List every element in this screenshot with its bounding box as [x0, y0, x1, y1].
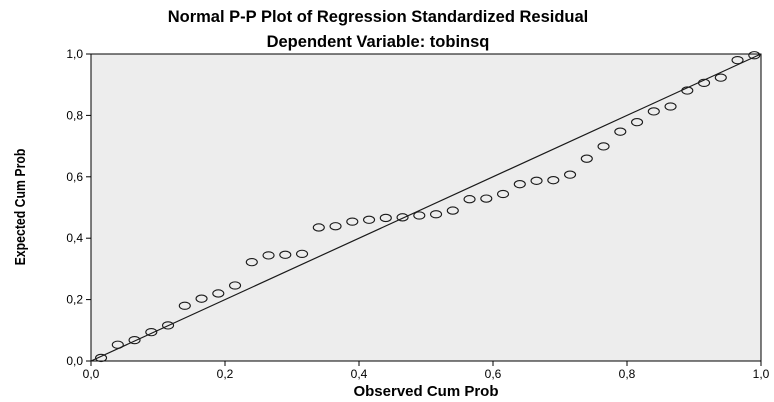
data-point [111, 340, 124, 349]
data-point [128, 335, 141, 345]
data-point [446, 206, 459, 215]
data-point [614, 127, 627, 136]
y-axis: 0,0 0,2 0,4 0,6 0,8 1,0 [66, 47, 91, 368]
data-point [714, 73, 727, 82]
data-point [279, 250, 292, 259]
data-point [396, 213, 409, 222]
data-point [731, 55, 744, 65]
x-tick-label: 0,2 [217, 367, 234, 381]
data-point [463, 195, 476, 204]
data-point [379, 213, 392, 223]
data-point [748, 51, 761, 60]
y-tick-label: 0,0 [66, 354, 83, 368]
data-point [145, 327, 158, 337]
data-point [229, 281, 242, 290]
reference-line [90, 53, 762, 362]
data-point [580, 154, 593, 163]
data-point [681, 86, 694, 95]
data-points [95, 51, 761, 363]
data-point [329, 222, 342, 231]
y-tick-label: 0,2 [66, 293, 83, 307]
data-point [630, 118, 644, 127]
chart-subtitle: Dependent Variable: tobinsq [267, 33, 490, 51]
data-point [597, 142, 610, 151]
x-tick-label: 0,8 [619, 367, 636, 381]
data-point [513, 180, 526, 189]
y-tick-label: 0,4 [66, 231, 83, 245]
data-point [563, 170, 577, 179]
data-point [362, 215, 376, 224]
data-point [295, 249, 309, 259]
data-point [697, 78, 711, 88]
y-tick-label: 1,0 [66, 47, 83, 61]
y-axis-title: Expected Cum Prob [12, 149, 28, 266]
x-axis-title: Observed Cum Prob [353, 383, 498, 400]
data-point [162, 321, 175, 330]
chart-title: Normal P-P Plot of Regression Standardiz… [168, 8, 589, 26]
data-point [496, 189, 510, 199]
data-point [480, 194, 493, 203]
data-point [413, 211, 426, 220]
data-point [195, 294, 208, 303]
x-tick-label: 1,0 [753, 367, 770, 381]
x-tick-label: 0,4 [351, 367, 368, 381]
data-point [664, 102, 677, 111]
data-point [530, 176, 543, 185]
data-point [262, 251, 275, 260]
data-point [547, 176, 560, 185]
x-tick-label: 0,6 [485, 367, 502, 381]
data-point [95, 353, 108, 363]
data-point [312, 223, 325, 232]
data-point [429, 210, 443, 219]
data-point [178, 301, 191, 310]
data-point [245, 257, 258, 267]
y-tick-label: 0,6 [66, 170, 83, 184]
y-tick-label: 0,8 [66, 108, 83, 122]
x-tick-label: 0,0 [83, 367, 100, 381]
data-point [212, 289, 225, 298]
data-point [346, 217, 359, 226]
x-axis: 0,0 0,2 0,4 0,6 0,8 1,0 [83, 361, 770, 381]
data-point [647, 107, 660, 116]
